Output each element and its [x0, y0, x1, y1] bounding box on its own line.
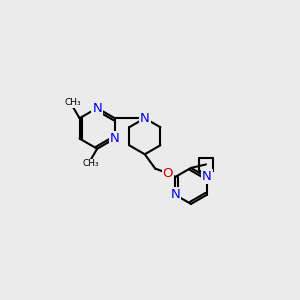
Text: CH₃: CH₃: [82, 160, 99, 169]
Text: CH₃: CH₃: [65, 98, 81, 107]
Text: N: N: [140, 112, 150, 125]
Text: N: N: [92, 102, 102, 115]
Text: N: N: [110, 132, 120, 145]
Text: N: N: [170, 188, 180, 201]
Text: N: N: [202, 170, 212, 183]
Text: O: O: [163, 167, 173, 180]
